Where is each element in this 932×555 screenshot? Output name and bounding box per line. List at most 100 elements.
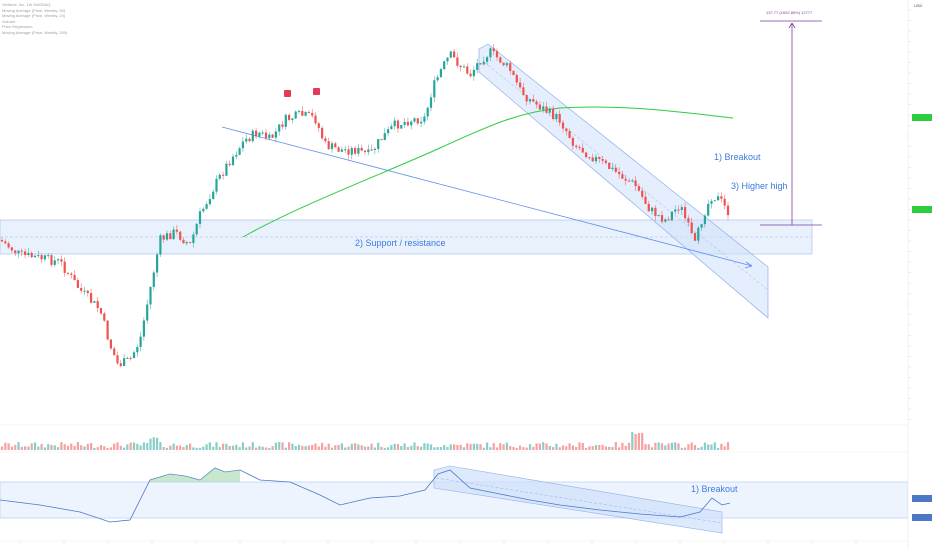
volume-bar (139, 445, 142, 450)
candle-body (354, 148, 357, 154)
volume-bar (601, 444, 604, 450)
candle-body (103, 313, 106, 321)
volume-bar (357, 444, 360, 450)
candle-body (271, 134, 274, 138)
volume-bar (680, 447, 683, 450)
candle-body (614, 167, 617, 172)
candle-body (80, 287, 83, 291)
candle-body (476, 63, 479, 70)
candle-body (486, 57, 489, 62)
candle-body (324, 138, 327, 142)
volume-bar (591, 446, 594, 450)
candle-body (255, 130, 258, 137)
volume-bar (654, 442, 657, 450)
candle-body (459, 65, 462, 68)
volume-bar (57, 447, 60, 450)
volume-bar (50, 445, 53, 450)
volume-bar (416, 446, 419, 450)
volume-bar (17, 442, 20, 450)
candle-body (172, 229, 175, 240)
candle-body (317, 123, 320, 128)
candle-body (76, 280, 79, 288)
volume-bar (106, 447, 109, 450)
volume-bar (420, 446, 423, 450)
rsi-badge-high (912, 495, 932, 502)
volume-bar (284, 447, 287, 450)
candle-body (40, 255, 43, 260)
volume-bar (608, 446, 611, 450)
candle-body (651, 207, 654, 212)
volume-bar (40, 444, 43, 450)
candle-body (225, 163, 228, 176)
rsi-line (0, 467, 731, 523)
volume-bar (403, 443, 406, 450)
volume-bar (73, 445, 76, 450)
candle-body (281, 124, 284, 127)
candle-body (601, 158, 604, 161)
candle-body (156, 254, 159, 273)
volume-bar (215, 442, 218, 450)
volume-bar (472, 443, 475, 450)
volume-bar (703, 442, 706, 450)
candle-body (528, 99, 532, 102)
volume-bar (360, 445, 363, 450)
candle-body (288, 114, 291, 120)
volume-bar (528, 444, 532, 450)
volume-bar (429, 444, 433, 450)
volume-bar (66, 445, 70, 450)
candle-body (548, 108, 551, 113)
volume-bar (156, 437, 159, 450)
volume-bar (103, 446, 106, 450)
candle-body (347, 149, 350, 155)
candle-body (585, 152, 588, 158)
candle-body (198, 211, 202, 224)
candle-body (182, 239, 185, 244)
volume-bar (116, 442, 119, 450)
volume-bar (651, 447, 654, 450)
candle-body (670, 211, 673, 221)
candle-body (657, 215, 660, 217)
volume-bar (390, 445, 393, 450)
volume-bar (568, 443, 571, 450)
candle-body (159, 235, 162, 255)
rsi-badge-low (912, 514, 932, 521)
volume-bar (281, 442, 284, 450)
candle-body (149, 286, 152, 305)
volume-bar (571, 445, 574, 450)
volume-bar (47, 444, 50, 450)
candle-body (400, 124, 403, 129)
candle-body (532, 99, 535, 102)
volume-bar (14, 445, 17, 450)
candle-body (571, 138, 574, 146)
volume-bar (189, 443, 192, 450)
candle-body (591, 157, 594, 162)
candle-body (123, 358, 126, 367)
volume-bar (492, 443, 495, 450)
candle-body (63, 261, 66, 273)
candle-body (245, 138, 248, 142)
candle-body (700, 224, 703, 228)
volume-bar (350, 443, 353, 450)
candle-body (396, 120, 400, 129)
candle-body (502, 62, 505, 66)
candle-body (624, 178, 627, 181)
volume-bar (278, 442, 281, 450)
volume-bar (489, 447, 492, 450)
candle-body (208, 199, 211, 205)
volume-bar (324, 446, 327, 450)
candle-body (373, 148, 376, 151)
candle-body (446, 57, 449, 62)
volume-bar (720, 443, 723, 450)
candle-body (297, 110, 301, 112)
volume-bar (552, 447, 555, 450)
candle-body (608, 162, 611, 169)
price-axis (908, 0, 932, 550)
candle-body (327, 141, 330, 150)
volume-bar (561, 445, 565, 450)
volume-bar (363, 446, 367, 450)
volume-bar (222, 443, 225, 450)
candle-body (311, 112, 314, 116)
volume-bar (449, 444, 452, 450)
candle-body (433, 80, 436, 98)
